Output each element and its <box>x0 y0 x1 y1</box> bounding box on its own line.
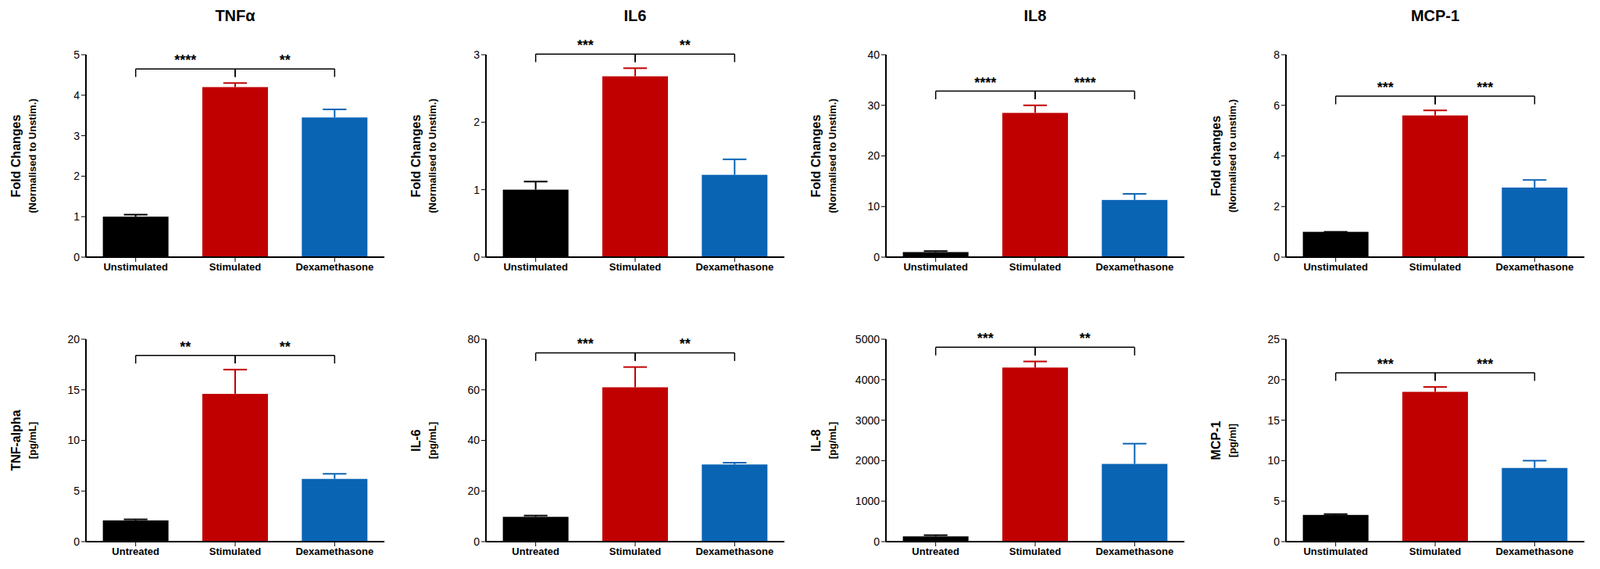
svg-text:2: 2 <box>1273 200 1280 213</box>
svg-text:8: 8 <box>1273 48 1280 61</box>
svg-text:0: 0 <box>873 250 880 264</box>
svg-text:Dexamethasone: Dexamethasone <box>695 545 774 558</box>
svg-text:Dexamethasone: Dexamethasone <box>295 545 374 558</box>
svg-text:Stimulated: Stimulated <box>1009 260 1062 273</box>
svg-text:1000: 1000 <box>855 494 880 508</box>
svg-text:Untreated: Untreated <box>111 545 160 558</box>
svg-text:3: 3 <box>473 48 480 61</box>
svg-text:****: **** <box>974 75 997 91</box>
svg-text:4: 4 <box>1273 149 1280 162</box>
svg-text:25: 25 <box>1267 332 1280 346</box>
svg-text:10: 10 <box>867 200 880 213</box>
svg-text:***: *** <box>1476 79 1493 96</box>
svg-text:0: 0 <box>73 535 80 548</box>
svg-text:20: 20 <box>467 484 480 497</box>
svg-text:Stimulated: Stimulated <box>209 260 262 273</box>
svg-text:Fold Changes(Normalised to Uns: Fold Changes(Normalised to Unstim.) <box>409 98 439 214</box>
svg-text:Fold Changes(Normalised to Uns: Fold Changes(Normalised to Unstim.) <box>9 98 39 214</box>
svg-text:Stimulated: Stimulated <box>1409 260 1462 273</box>
svg-text:5: 5 <box>73 48 80 61</box>
svg-text:Stimulated: Stimulated <box>1009 545 1062 558</box>
svg-text:Dexamethasone: Dexamethasone <box>295 260 374 273</box>
svg-text:2: 2 <box>73 169 80 183</box>
svg-text:10: 10 <box>1267 453 1280 467</box>
svg-text:****: **** <box>1074 75 1097 91</box>
svg-text:Unstimulated: Unstimulated <box>903 260 968 273</box>
svg-text:Dexamethasone: Dexamethasone <box>1095 545 1174 558</box>
svg-text:Unstimulated: Unstimulated <box>503 260 568 273</box>
svg-text:Stimulated: Stimulated <box>609 260 662 273</box>
svg-text:10: 10 <box>67 433 80 447</box>
svg-text:**: ** <box>1079 330 1091 347</box>
svg-text:Dexamethasone: Dexamethasone <box>1495 545 1574 558</box>
html-text:TNFα: TNFα <box>215 7 256 25</box>
svg-text:15: 15 <box>67 383 80 397</box>
svg-text:5: 5 <box>73 484 80 497</box>
svg-text:Fold changes(Normalised to uns: Fold changes(Normalised to unstim.) <box>1209 99 1239 213</box>
svg-text:0: 0 <box>473 535 480 548</box>
html-text:IL8: IL8 <box>1023 7 1047 25</box>
svg-text:5000: 5000 <box>855 332 880 346</box>
svg-text:Stimulated: Stimulated <box>609 545 662 558</box>
svg-text:30: 30 <box>867 99 880 112</box>
svg-text:5: 5 <box>1273 494 1280 508</box>
svg-text:***: *** <box>1377 79 1394 96</box>
svg-text:***: *** <box>1476 356 1493 372</box>
svg-text:TNF-alpha[pg/mL]: TNF-alpha[pg/mL] <box>9 409 39 471</box>
svg-text:**: ** <box>679 37 691 54</box>
svg-text:***: *** <box>1377 356 1394 372</box>
svg-text:20: 20 <box>67 332 80 346</box>
svg-text:15: 15 <box>1267 414 1280 427</box>
svg-text:1: 1 <box>473 183 480 197</box>
svg-text:40: 40 <box>467 433 480 447</box>
svg-text:Dexamethasone: Dexamethasone <box>695 260 774 273</box>
svg-text:Dexamethasone: Dexamethasone <box>1095 260 1174 273</box>
svg-text:20: 20 <box>867 149 880 162</box>
svg-text:3: 3 <box>73 129 80 143</box>
svg-text:****: **** <box>174 52 197 68</box>
svg-text:0: 0 <box>73 250 80 264</box>
svg-text:Dexamethasone: Dexamethasone <box>1495 260 1574 273</box>
svg-text:3000: 3000 <box>855 414 880 427</box>
svg-text:***: *** <box>977 330 994 347</box>
svg-text:6: 6 <box>1273 99 1280 112</box>
svg-text:IL-6[pg/mL]: IL-6[pg/mL] <box>409 421 439 460</box>
html-text:MCP-1: MCP-1 <box>1410 7 1460 25</box>
svg-text:Fold Changes(Normalised to Uns: Fold Changes(Normalised to Unstim.) <box>809 98 839 214</box>
svg-text:**: ** <box>279 339 291 355</box>
svg-text:4: 4 <box>73 89 80 102</box>
svg-text:Unstimulated: Unstimulated <box>1303 260 1368 273</box>
svg-text:0: 0 <box>1273 535 1280 548</box>
svg-text:1: 1 <box>73 210 80 223</box>
svg-text:Stimulated: Stimulated <box>1409 545 1462 558</box>
svg-text:***: *** <box>577 335 594 352</box>
svg-text:60: 60 <box>467 383 480 397</box>
svg-text:**: ** <box>679 335 691 352</box>
svg-text:MCP-1[pg/ml]: MCP-1[pg/ml] <box>1209 421 1239 461</box>
svg-text:0: 0 <box>873 535 880 548</box>
svg-text:Unstimulated: Unstimulated <box>1303 545 1368 558</box>
html-text:IL6: IL6 <box>623 7 647 25</box>
svg-text:80: 80 <box>467 332 480 346</box>
svg-text:40: 40 <box>867 48 880 61</box>
svg-text:2: 2 <box>473 115 480 129</box>
svg-text:Unstimulated: Unstimulated <box>103 260 168 273</box>
svg-text:**: ** <box>179 339 191 355</box>
svg-text:Untreated: Untreated <box>511 545 560 558</box>
svg-text:Untreated: Untreated <box>911 545 960 558</box>
svg-text:**: ** <box>279 52 291 68</box>
svg-text:IL-8[pg/mL]: IL-8[pg/mL] <box>809 421 839 460</box>
svg-text:0: 0 <box>473 250 480 264</box>
svg-text:***: *** <box>577 37 594 54</box>
svg-text:4000: 4000 <box>855 373 880 386</box>
svg-text:Stimulated: Stimulated <box>209 545 262 558</box>
svg-text:2000: 2000 <box>855 453 880 467</box>
svg-text:0: 0 <box>1273 250 1280 264</box>
svg-text:20: 20 <box>1267 373 1280 386</box>
